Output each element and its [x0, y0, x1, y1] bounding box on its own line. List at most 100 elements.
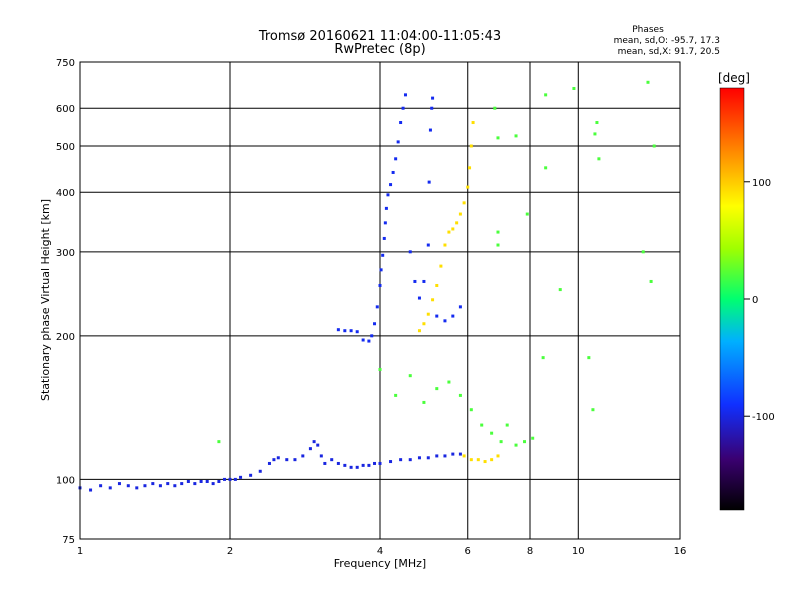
- colorbar-ticks: 100 0 -100: [744, 178, 775, 423]
- data-point: [312, 440, 316, 444]
- data-point: [267, 461, 271, 465]
- data-point: [417, 456, 421, 460]
- x-tick-label: 10: [572, 546, 585, 557]
- data-point: [108, 486, 112, 490]
- data-point: [490, 458, 494, 462]
- colorbar: [719, 87, 745, 511]
- data-point: [458, 452, 462, 456]
- data-point: [301, 454, 305, 458]
- data-point: [558, 288, 562, 292]
- x-tick-labels: 1 2 4 6 8 10 16: [77, 546, 687, 557]
- data-point: [468, 166, 472, 170]
- data-point: [389, 460, 393, 464]
- data-points: [78, 80, 656, 492]
- data-point: [323, 461, 327, 465]
- data-point: [426, 312, 430, 316]
- data-point: [186, 479, 190, 483]
- grid-lines: [80, 62, 680, 539]
- data-point: [652, 144, 656, 148]
- data-point: [89, 488, 93, 492]
- data-point: [431, 96, 435, 100]
- data-point: [293, 458, 297, 462]
- data-point: [135, 486, 139, 490]
- data-point: [496, 230, 500, 234]
- data-point: [228, 477, 232, 481]
- data-point: [319, 454, 323, 458]
- data-point: [382, 236, 386, 240]
- data-point: [466, 185, 470, 189]
- data-point: [193, 482, 197, 486]
- data-point: [523, 440, 527, 444]
- data-point: [233, 477, 237, 481]
- data-point: [349, 465, 353, 469]
- data-point: [597, 157, 601, 161]
- data-point: [343, 463, 347, 467]
- data-point: [443, 454, 447, 458]
- data-point: [417, 296, 421, 300]
- data-point: [99, 484, 103, 488]
- data-point: [199, 479, 203, 483]
- y-tick-label: 600: [56, 104, 75, 115]
- colorbar-tick-label: 100: [752, 178, 771, 189]
- data-point: [490, 431, 494, 435]
- data-point: [422, 322, 426, 326]
- data-point: [408, 250, 412, 254]
- data-point: [399, 121, 403, 125]
- data-point: [158, 484, 162, 488]
- data-point: [308, 447, 312, 451]
- data-point: [422, 279, 426, 283]
- data-point: [408, 374, 412, 378]
- y-tick-label: 200: [56, 332, 75, 343]
- data-point: [180, 482, 184, 486]
- data-point: [443, 243, 447, 247]
- data-point: [361, 338, 365, 342]
- data-point: [431, 298, 435, 302]
- data-point: [496, 136, 500, 140]
- data-point: [458, 305, 462, 309]
- data-point: [458, 212, 462, 216]
- data-point: [422, 400, 426, 404]
- plot-frame: [79, 61, 681, 540]
- data-point: [166, 482, 170, 486]
- data-point: [151, 482, 155, 486]
- x-tick-label: 8: [527, 546, 533, 557]
- data-point: [541, 356, 545, 360]
- data-point: [426, 456, 430, 460]
- data-point: [531, 436, 535, 440]
- y-tick-labels: 75 100 200 300 400 500 600 750: [56, 58, 75, 546]
- y-tick-label: 300: [56, 248, 75, 259]
- x-axis-label: Frequency [MHz]: [334, 557, 426, 570]
- data-point: [217, 440, 221, 444]
- data-point: [408, 458, 412, 462]
- data-point: [394, 157, 398, 161]
- data-point: [572, 86, 576, 90]
- y-tick-label: 500: [56, 142, 75, 153]
- data-point: [496, 454, 500, 458]
- data-point: [451, 452, 455, 456]
- y-tick-label: 750: [56, 58, 75, 69]
- data-point: [435, 387, 439, 391]
- data-point: [378, 461, 382, 465]
- data-point: [595, 121, 599, 125]
- data-point: [258, 469, 262, 473]
- colorbar-label: [deg]: [718, 71, 750, 85]
- data-point: [462, 201, 466, 205]
- data-point: [367, 339, 371, 343]
- data-point: [443, 319, 447, 323]
- data-point: [451, 314, 455, 318]
- data-point: [462, 454, 466, 458]
- x-tick-label: 1: [77, 546, 83, 557]
- data-point: [205, 479, 209, 483]
- data-point: [336, 461, 340, 465]
- data-point: [499, 440, 503, 444]
- data-point: [514, 134, 518, 138]
- data-point: [386, 193, 390, 197]
- data-point: [223, 477, 227, 481]
- y-tick-label: 75: [62, 535, 75, 546]
- x-tick-label: 16: [674, 546, 687, 557]
- data-point: [355, 465, 359, 469]
- data-point: [381, 253, 385, 257]
- data-point: [469, 408, 473, 412]
- data-point: [649, 279, 653, 283]
